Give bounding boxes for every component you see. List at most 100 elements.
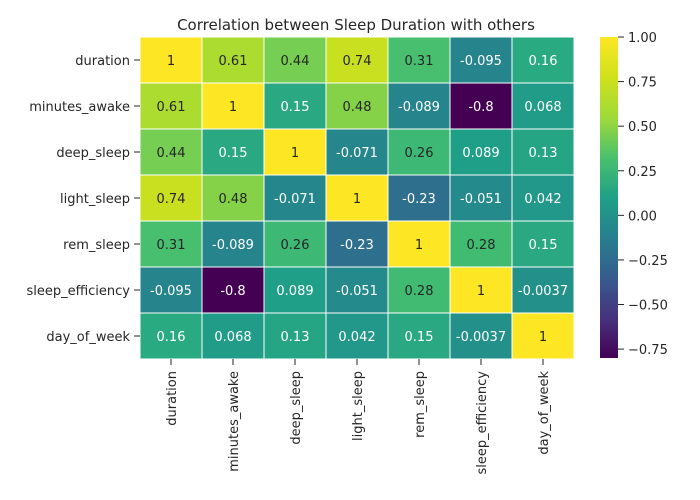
- cell-value-label: -0.071: [274, 192, 316, 207]
- column-labels: duration minutes_awake deep_sleep light_sle…: [165, 359, 552, 475]
- heatmap-cell: [263, 312, 327, 360]
- cell-value-label: 1: [477, 284, 485, 299]
- heatmap-cell: [449, 312, 513, 360]
- heatmap-cells: 1 0.61 0.44 0.74 0.31 -0.095 0.16 0.61 1 0.15 0.48…: [139, 36, 575, 360]
- heatmap-cell: [449, 174, 513, 222]
- heatmap-cell: [263, 36, 327, 84]
- cell-value-label: 0.16: [529, 54, 558, 69]
- cell-value-label: 0.44: [157, 146, 186, 161]
- heatmap-cell: [387, 312, 451, 360]
- cell-value-label: -0.051: [460, 192, 502, 207]
- heatmap-cell: [325, 128, 389, 176]
- cell-value-label: 0.31: [405, 54, 434, 69]
- heatmap-cell: [325, 174, 389, 222]
- cell-value-label: 1: [167, 54, 175, 69]
- heatmap-cell: [139, 220, 203, 268]
- cell-value-label: -0.8: [220, 284, 245, 299]
- heatmap-cell: [201, 128, 265, 176]
- heatmap-cell: [511, 174, 575, 222]
- heatmap-cell: [511, 312, 575, 360]
- cell-value-label: 0.16: [157, 330, 186, 345]
- cell-value-label: 0.61: [157, 100, 186, 115]
- heatmap-cell: [263, 82, 327, 130]
- cell-value-label: -0.23: [402, 192, 436, 207]
- cell-value-label: -0.095: [150, 284, 192, 299]
- cell-value-label: 1: [229, 100, 237, 115]
- row-label: minutes_awake: [29, 100, 130, 115]
- column-label: light_sleep: [351, 371, 366, 441]
- colorbar-tick-label: −0.50: [628, 299, 668, 314]
- colorbar-tick-label: 0.50: [628, 120, 657, 135]
- row-label: light_sleep: [60, 192, 130, 207]
- column-label: rem_sleep: [413, 371, 428, 438]
- row-label: sleep_efficiency: [26, 284, 130, 299]
- column-label: day_of_week: [537, 371, 552, 455]
- cell-value-label: -0.0037: [456, 330, 506, 345]
- cell-value-label: 1: [291, 146, 299, 161]
- heatmap-cell: [511, 82, 575, 130]
- heatmap-cell: [325, 266, 389, 314]
- colorbar-tick-label: 0.25: [628, 165, 657, 180]
- cell-value-label: -0.089: [398, 100, 440, 115]
- heatmap-cell: [511, 266, 575, 314]
- heatmap-cell: [511, 128, 575, 176]
- cell-value-label: 1: [415, 238, 423, 253]
- cell-value-label: -0.051: [336, 284, 378, 299]
- heatmap-cell: [201, 36, 265, 84]
- heatmap-cell: [201, 266, 265, 314]
- cell-value-label: 0.15: [281, 100, 310, 115]
- cell-value-label: 1: [539, 330, 547, 345]
- column-label: deep_sleep: [289, 371, 304, 445]
- cell-value-label: 0.44: [281, 54, 310, 69]
- column-label: minutes_awake: [227, 371, 242, 472]
- column-label: sleep_efficiency: [475, 371, 490, 475]
- cell-value-label: 0.15: [219, 146, 248, 161]
- cell-value-label: 0.48: [219, 192, 248, 207]
- colorbar-tick-label: 1.00: [628, 31, 657, 46]
- heatmap-cell: [201, 174, 265, 222]
- colorbar-tick-label: 0.75: [628, 76, 657, 91]
- cell-value-label: 0.61: [219, 54, 248, 69]
- cell-value-label: 0.042: [338, 330, 375, 345]
- cell-value-label: 0.74: [157, 192, 186, 207]
- colorbar-tick-label: −0.75: [628, 343, 668, 358]
- heatmap-cell: [449, 128, 513, 176]
- cell-value-label: -0.0037: [518, 284, 568, 299]
- cell-value-label: 0.089: [276, 284, 313, 299]
- cell-value-label: 0.068: [214, 330, 251, 345]
- cell-value-label: 0.74: [343, 54, 372, 69]
- cell-value-label: 0.089: [462, 146, 499, 161]
- heatmap-cell: [139, 312, 203, 360]
- row-label: rem_sleep: [63, 238, 130, 253]
- heatmap-cell: [139, 36, 203, 84]
- cell-value-label: 0.13: [529, 146, 558, 161]
- cell-value-label: 0.28: [405, 284, 434, 299]
- cell-value-label: 0.042: [524, 192, 561, 207]
- heatmap-cell: [263, 128, 327, 176]
- colorbar-ticks: 1.00 0.75 0.50 0.25 0.00 −0.25 −0.50 −0.75: [618, 31, 668, 358]
- heatmap-cell: [139, 174, 203, 222]
- cell-value-label: 0.15: [529, 238, 558, 253]
- cell-value-label: 0.068: [524, 100, 561, 115]
- cell-value-label: 0.15: [405, 330, 434, 345]
- row-labels: duration minutes_awake deep_sleep light_sle…: [26, 54, 140, 345]
- cell-value-label: 0.28: [467, 238, 496, 253]
- cell-value-label: -0.23: [340, 238, 374, 253]
- chart-title: Correlation between Sleep Duration with …: [177, 16, 535, 34]
- column-label: duration: [165, 371, 180, 426]
- cell-value-label: -0.8: [468, 100, 493, 115]
- cell-value-label: 1: [353, 192, 361, 207]
- row-label: day_of_week: [46, 330, 130, 345]
- colorbar-tick-label: −0.25: [628, 254, 668, 269]
- cell-value-label: 0.31: [157, 238, 186, 253]
- heatmap-cell: [387, 128, 451, 176]
- cell-value-label: 0.26: [405, 146, 434, 161]
- heatmap-cell: [387, 266, 451, 314]
- cell-value-label: -0.071: [336, 146, 378, 161]
- cell-value-label: 0.48: [343, 100, 372, 115]
- cell-value-label: -0.095: [460, 54, 502, 69]
- heatmap-cell: [139, 266, 203, 314]
- heatmap-cell: [387, 82, 451, 130]
- heatmap-cell: [449, 36, 513, 84]
